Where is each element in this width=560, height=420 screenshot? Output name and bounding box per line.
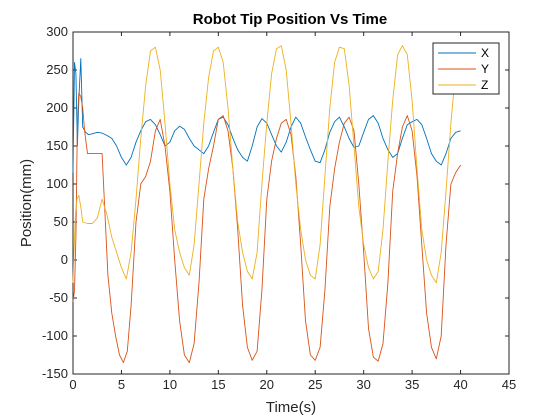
y-tick-label: -150 bbox=[42, 366, 68, 381]
y-tick-label: 0 bbox=[61, 252, 68, 267]
axis-ticks: 0 5 10 15 20 25 30 35 40 45 300 250 200 150 100 50 0 -50 -… bbox=[42, 24, 516, 392]
y-tick-label: 150 bbox=[46, 138, 68, 153]
x-tick-label: 35 bbox=[405, 377, 419, 392]
legend: XYZ bbox=[432, 42, 500, 95]
y-tick-label: -50 bbox=[49, 290, 68, 305]
y-tick-label: 250 bbox=[46, 62, 68, 77]
y-tick-label: 50 bbox=[54, 214, 68, 229]
x-tick-label: 5 bbox=[118, 377, 125, 392]
legend-label-y: Y bbox=[481, 62, 489, 76]
series-lines bbox=[72, 45, 462, 364]
y-tick-label: 300 bbox=[46, 24, 68, 39]
x-tick-label: 45 bbox=[502, 377, 516, 392]
y-axis-label: Position(mm) bbox=[18, 159, 35, 247]
x-tick-label: 15 bbox=[211, 377, 225, 392]
legend-label-z: Z bbox=[481, 78, 488, 92]
y-tick-label: -100 bbox=[42, 328, 68, 343]
x-tick-label: 20 bbox=[260, 377, 274, 392]
x-tick-label: 10 bbox=[163, 377, 177, 392]
legend-label-x: X bbox=[481, 46, 489, 60]
chart-title: Robot Tip Position Vs Time bbox=[193, 11, 387, 28]
x-axis-label: Time(s) bbox=[266, 399, 316, 416]
series-line-x bbox=[72, 58, 461, 173]
x-tick-label: 30 bbox=[356, 377, 370, 392]
x-tick-label: 0 bbox=[69, 377, 76, 392]
series-line-z bbox=[72, 45, 462, 284]
y-tick-label: 200 bbox=[46, 100, 68, 115]
series-line-y bbox=[72, 92, 461, 364]
y-tick-label: 100 bbox=[46, 176, 68, 191]
x-tick-label: 25 bbox=[308, 377, 322, 392]
x-tick-label: 40 bbox=[453, 377, 467, 392]
